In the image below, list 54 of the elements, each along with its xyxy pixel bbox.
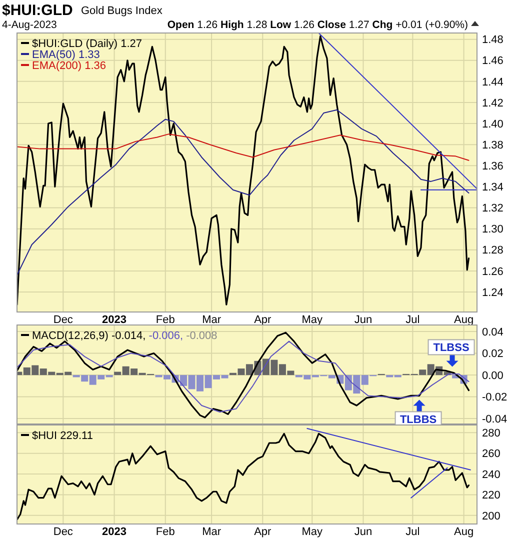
y-tick-label: 1.26 <box>482 266 504 278</box>
x-tick-label: Feb <box>156 526 175 538</box>
annotation: TLBBS <box>400 414 437 426</box>
legend-label: MACD(12,26,9) -0.014, <box>32 330 146 342</box>
y-tick-label: 1.42 <box>482 97 504 110</box>
x-tick-label: Apr <box>254 526 272 538</box>
y-tick-label: 1.34 <box>482 182 504 194</box>
legend-label: EMA(200) 1.36 <box>32 60 106 72</box>
x-tick-label: Aug <box>454 526 474 538</box>
x-tick-label: Jun <box>354 526 372 538</box>
y-tick-label: 280 <box>482 428 500 440</box>
y-tick-label: 0.00 <box>482 370 504 382</box>
x-tick-label: Mar <box>202 526 222 538</box>
y-tick-label: -0.04 <box>482 413 508 426</box>
y-tick-label: 0.02 <box>482 348 504 360</box>
x-tick-label: Jun <box>354 314 372 326</box>
x-tick-label: 2023 <box>102 314 127 326</box>
x-tick-label: May <box>302 314 324 326</box>
x-tick-label: Feb <box>156 314 175 326</box>
y-tick-label: 1.32 <box>482 202 504 215</box>
chart-title: $HUI:GLD <box>2 2 73 19</box>
y-tick-label: 220 <box>482 490 500 502</box>
chart-subtitle: Gold Bugs Index <box>81 5 163 17</box>
annotation: TLBSS <box>433 342 470 354</box>
x-tick-label: Aug <box>454 314 474 326</box>
y-tick-label: 1.46 <box>482 55 504 68</box>
x-tick-label: Jul <box>406 526 420 538</box>
text: -0.008 <box>183 330 218 342</box>
x-tick-label: 2023 <box>102 526 127 538</box>
x-tick-label: Apr <box>254 314 272 326</box>
legend-label: $HUI 229.11 <box>32 430 93 442</box>
y-tick-label: 1.44 <box>482 76 504 88</box>
legend-label: $HUI:GLD (Daily) 1.27 <box>32 38 142 50</box>
legend-label: EMA(50) 1.33 <box>32 48 100 61</box>
y-tick-label: 1.30 <box>482 224 504 236</box>
x-tick-label: May <box>302 526 324 538</box>
x-tick-label: Dec <box>53 314 74 326</box>
x-tick-label: Mar <box>202 314 222 326</box>
y-tick-label: 1.38 <box>482 139 504 152</box>
y-tick-label: 1.40 <box>482 118 504 130</box>
y-tick-label: -0.02 <box>482 392 508 404</box>
y-tick-label: 1.36 <box>482 160 504 173</box>
series-label: -0.006, <box>146 330 184 342</box>
y-tick-label: 1.28 <box>482 244 504 257</box>
y-tick-label: 260 <box>482 448 500 460</box>
y-tick-label: 240 <box>482 468 500 481</box>
y-tick-label: 200 <box>482 510 500 522</box>
x-tick-label: Dec <box>53 526 74 538</box>
text: 4-Aug-2023 <box>2 19 58 31</box>
y-tick-label: 1.24 <box>482 286 504 299</box>
y-tick-label: 1.48 <box>482 34 504 46</box>
text: Open 1.26 High 1.28 Low 1.26 Close 1.27 Chg +0.01 (+0.90%) <box>167 19 468 31</box>
x-tick-label: Jul <box>406 314 420 326</box>
y-tick-label: 0.04 <box>482 326 504 338</box>
